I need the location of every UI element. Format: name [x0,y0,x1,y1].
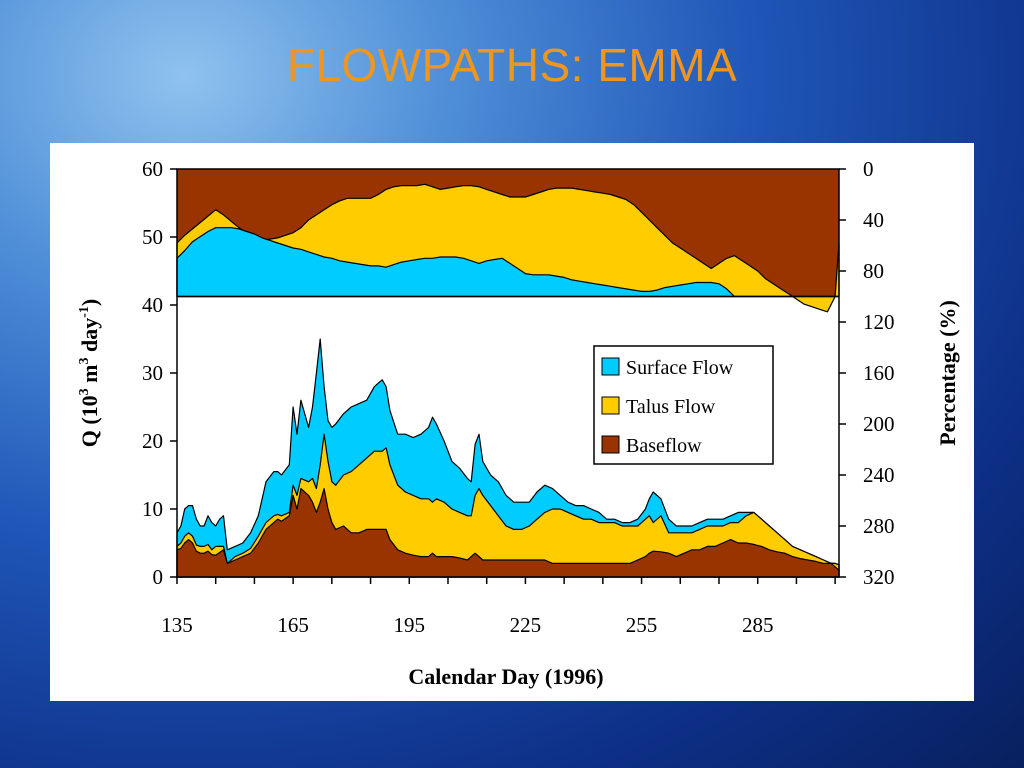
legend-label-baseflow: Baseflow [626,435,702,457]
legend-label-surface-flow: Surface Flow [626,357,734,379]
y2-tick-label: 320 [863,565,895,589]
x-tick-label: 195 [394,613,426,637]
chart-axes-layer: 0 10 20 30 40 50 60 0 40 80 120 160 200 240 280 320 135 1… [142,157,895,637]
y2-tick-label: 80 [863,259,884,283]
area-discharge-baseflow [176,488,840,578]
legend-box [593,345,774,465]
legend-swatch-baseflow [601,435,620,454]
y-axis-title-sup: -1 [77,306,92,318]
emma-flowpath-chart: 0 10 20 30 40 50 60 0 40 80 120 160 200 240 280 320 135 1… [77,157,960,689]
legend-swatch-surface-flow [601,357,620,376]
y-tick-label: 40 [142,293,163,317]
y2-tick-label: 280 [863,514,895,538]
y-tick-label: 50 [142,225,163,249]
chart-fill-layer [176,169,840,578]
legend-swatch-talus-flow [601,396,620,415]
y-axis-title-part: m [77,364,102,388]
y-axis-title-part: Q (10 [77,395,102,447]
y-axis-title-sup: 3 [77,357,92,364]
y-axis-title: Q (103 m3 day-1) [77,299,102,448]
x-tick-label: 285 [742,613,774,637]
legend: Surface Flow Talus Flow Baseflow [593,345,774,465]
x-tick-label: 255 [626,613,658,637]
y-tick-label: 60 [142,157,163,181]
y2-tick-label: 200 [863,412,895,436]
y2-tick-label: 120 [863,310,895,334]
y2-tick-label: 240 [863,463,895,487]
y-axis-title-part: day [77,318,102,358]
x-tick-label: 135 [161,613,193,637]
y-tick-label: 20 [142,429,163,453]
y-tick-label: 10 [142,497,163,521]
y-axis-title-part: ) [77,299,102,306]
legend-label-talus-flow: Talus Flow [626,396,716,418]
x-axis-title: Calendar Day (1996) [408,664,603,689]
y2-tick-label: 40 [863,208,884,232]
y-tick-label: 30 [142,361,163,385]
slide-title: FLOWPATHS: EMMA [286,39,738,91]
x-tick-label: 165 [277,613,309,637]
chart-panel: 0 10 20 30 40 50 60 0 40 80 120 160 200 240 280 320 135 1… [50,143,974,701]
x-tick-label: 225 [510,613,541,637]
y-axis-title-sup: 3 [77,388,92,395]
y2-tick-label: 160 [863,361,895,385]
y2-axis-title: Percentage (%) [935,300,960,446]
y2-tick-label: 0 [863,157,874,181]
y-tick-label: 0 [153,565,164,589]
